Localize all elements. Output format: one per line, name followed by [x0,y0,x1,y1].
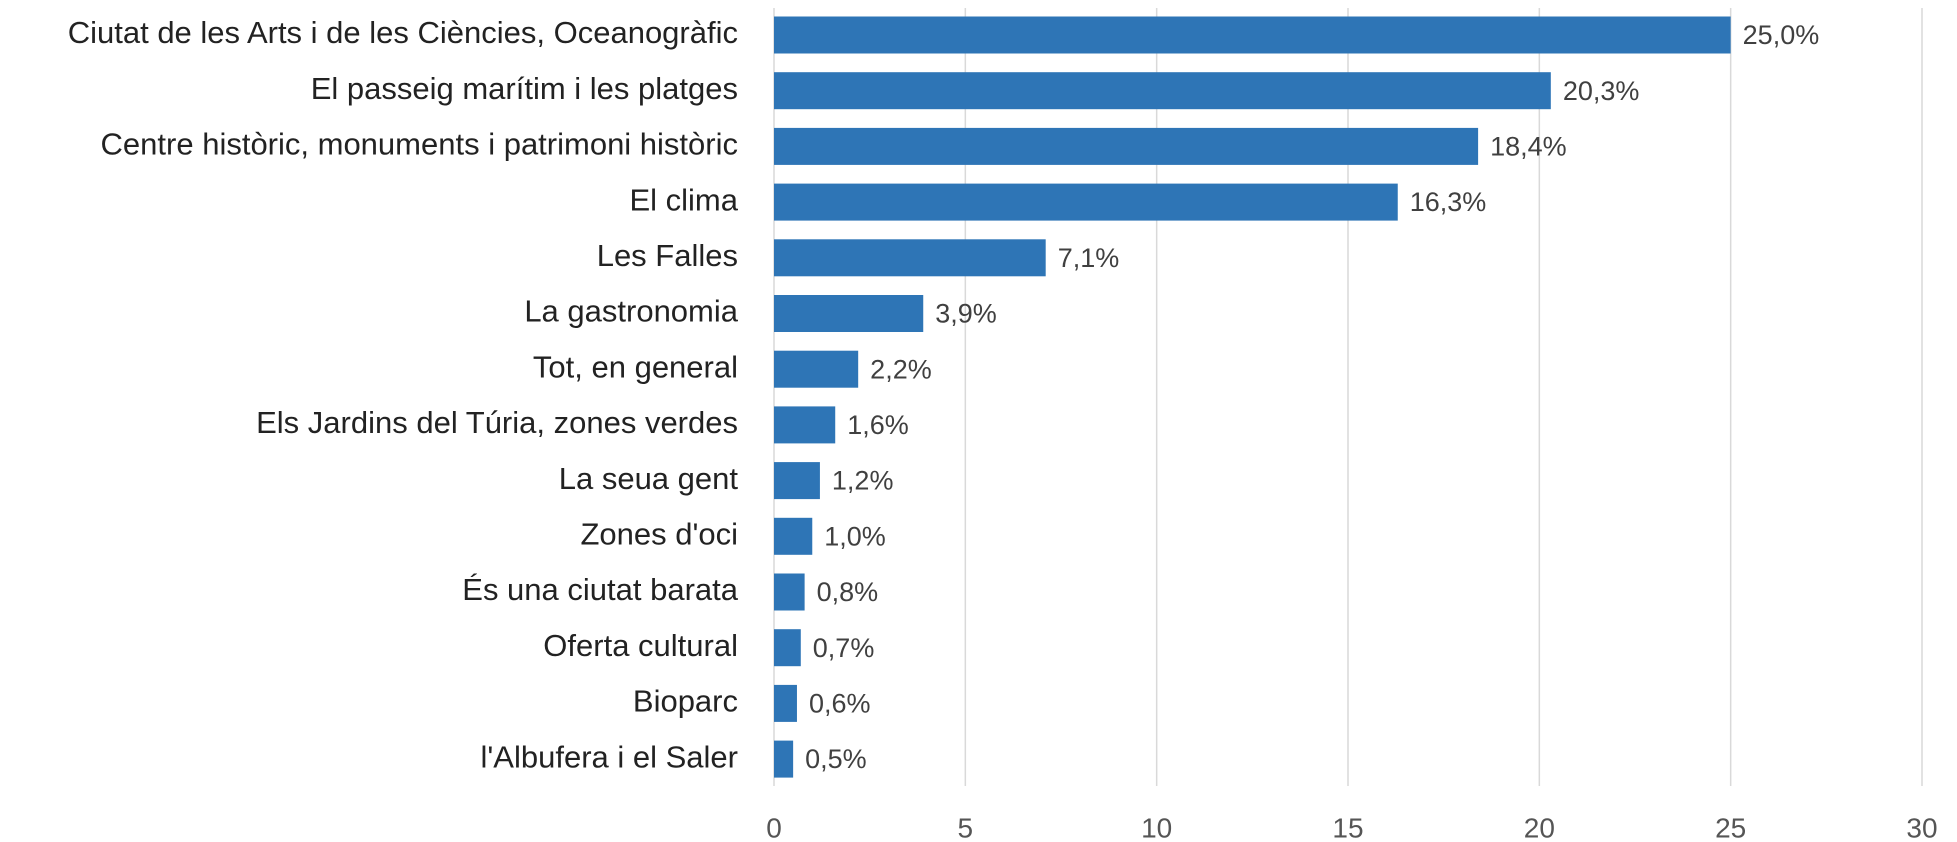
category-label: Zones d'oci [580,516,738,551]
value-label: 0,7% [813,633,875,663]
bar [774,16,1731,54]
bar [774,406,836,444]
x-tick-label: 30 [1906,812,1937,842]
value-label: 7,1% [1058,243,1120,273]
bar [774,295,924,332]
value-label: 16,3% [1410,187,1487,217]
bar [774,684,797,722]
category-label: Centre històric, monuments i patrimoni h… [101,127,738,162]
value-label: 1,6% [847,410,909,440]
value-label: 3,9% [935,299,997,329]
category-label: l'Albufera i el Saler [481,739,739,774]
bar [774,629,801,667]
x-tick-label: 25 [1715,812,1746,842]
category-label: Els Jardins del Túria, zones verdes [256,405,738,440]
category-label: La seua gent [559,461,739,496]
bar [774,72,1551,110]
category-label: És una ciutat barata [462,572,738,607]
value-label: 0,5% [805,744,867,774]
bar [774,573,805,611]
x-tick-label: 10 [1141,812,1172,842]
category-label: La gastronomia [524,294,738,329]
x-tick-label: 5 [958,812,974,842]
category-label: Les Falles [597,238,738,273]
value-label: 18,4% [1490,132,1567,162]
x-tick-label: 20 [1524,812,1555,842]
category-label: El clima [629,182,738,217]
category-label: El passeig marítim i les platges [311,71,738,106]
bar [774,239,1046,277]
x-tick-label: 15 [1332,812,1363,842]
value-label: 1,0% [824,521,886,551]
category-label: Bioparc [633,684,738,719]
bar [774,517,813,555]
bar [774,183,1398,221]
bar [774,350,859,388]
bar [774,740,794,778]
category-label: Tot, en general [533,349,738,384]
x-tick-label: 0 [766,812,782,842]
value-label: 1,2% [832,466,894,496]
value-label: 20,3% [1563,76,1640,106]
bar [774,127,1479,165]
value-label: 0,6% [809,689,871,719]
category-label: Oferta cultural [543,628,738,663]
bar [774,462,820,500]
category-label: Ciutat de les Arts i de les Ciències, Oc… [68,15,738,50]
value-label: 2,2% [870,354,932,384]
value-label: 0,8% [817,577,879,607]
value-label: 25,0% [1743,20,1820,50]
